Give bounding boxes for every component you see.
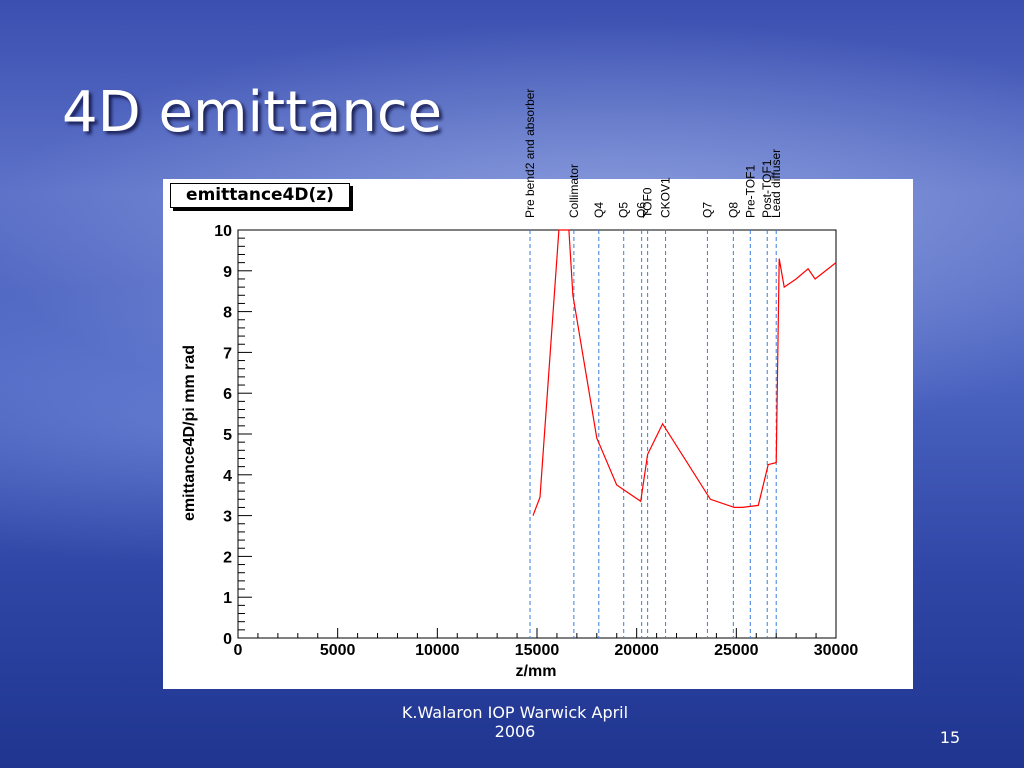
marker-label-4: Q5 — [617, 202, 631, 218]
x-tick-label: 25000 — [714, 642, 759, 659]
y-tick-label: 7 — [223, 345, 232, 362]
y-tick-label: 4 — [223, 468, 232, 485]
slide-title: 4D emittance — [62, 80, 443, 145]
x-tick-label: 20000 — [614, 642, 659, 659]
y-tick-label: 8 — [223, 305, 232, 322]
y-tick-label: 1 — [223, 590, 232, 607]
x-tick-label: 0 — [234, 642, 243, 659]
marker-label-12: Lead diffuser — [769, 149, 783, 218]
x-tick-label: 30000 — [814, 642, 859, 659]
plot-frame — [237, 229, 837, 639]
chart-title: emittance4D(z) — [170, 183, 350, 208]
x-axis-label: z/mm — [516, 663, 557, 680]
marker-label-2: Collimator — [567, 164, 581, 218]
y-tick-label: 10 — [214, 223, 232, 240]
marker-label-6: TOF0 — [641, 187, 655, 218]
marker-label-5: Q6 — [635, 202, 649, 218]
y-tick-label: 0 — [223, 631, 232, 648]
marker-label-7: CKOV1 — [659, 177, 673, 218]
chart-panel: emittance4D(z) — [163, 179, 913, 689]
marker-label-8: Q7 — [700, 202, 714, 218]
x-tick-label: 15000 — [515, 642, 560, 659]
y-tick-label: 2 — [223, 549, 232, 566]
y-axis-label: emittance4D/pi mm rad — [181, 345, 198, 521]
y-tick-label: 3 — [223, 509, 232, 526]
marker-label-9: Q8 — [726, 202, 740, 218]
y-tick-label: 9 — [223, 264, 232, 281]
page-number: 15 — [939, 728, 961, 747]
marker-label-11: Post-TOF1 — [760, 159, 774, 218]
marker-label-10: Pre-TOF1 — [743, 165, 757, 218]
y-tick-label: 6 — [223, 386, 232, 403]
series-line-1 — [532, 229, 837, 516]
marker-label-3: Q4 — [592, 202, 606, 218]
x-tick-label: 5000 — [320, 642, 356, 659]
footer-text: K.Walaron IOP Warwick April 2006 — [401, 703, 629, 741]
x-tick-label: 10000 — [415, 642, 460, 659]
y-tick-label: 5 — [223, 427, 232, 444]
marker-label-1: Pre bend2 and absorber — [523, 89, 537, 218]
